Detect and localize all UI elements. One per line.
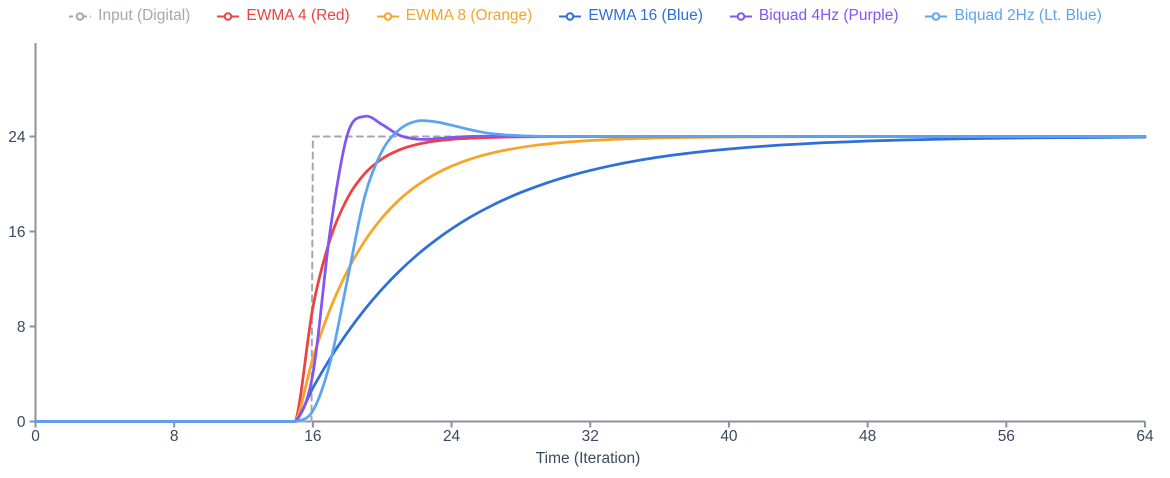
x-tick-label: 8 [170, 428, 179, 445]
legend-label-ewma4: EWMA 4 (Red) [246, 7, 350, 24]
legend-item-ewma8[interactable]: EWMA 8 (Orange) [376, 6, 533, 26]
series-line-4 [34, 114, 1147, 423]
legend-marker-input-icon [69, 11, 92, 21]
legend-item-biquad2[interactable]: Biquad 2Hz (Lt. Blue) [924, 6, 1102, 26]
y-tick-label: 16 [8, 224, 25, 241]
legend-item-input[interactable]: Input (Digital) [68, 6, 190, 26]
series-line-0 [34, 135, 1146, 423]
x-axis-title: Time (Iteration) [536, 450, 641, 467]
series-curves [34, 114, 1147, 423]
x-tick-label: 64 [1136, 428, 1154, 445]
series-line-2 [34, 135, 1147, 423]
legend: Input (Digital) EWMA 4 (Red) EWMA 8 (Ora… [0, 6, 1170, 26]
x-tick-label: 0 [31, 428, 40, 445]
legend-marker-biquad4-icon [729, 11, 752, 21]
series-line-5 [34, 119, 1147, 423]
legend-item-ewma4[interactable]: EWMA 4 (Red) [216, 6, 350, 26]
tick-labels: 0 8 16 24 32 40 48 56 64 0 8 16 24 [8, 129, 1154, 445]
x-tick-label: 48 [859, 428, 876, 445]
legend-label-ewma16: EWMA 16 (Blue) [588, 7, 703, 24]
y-tick-label: 0 [17, 414, 26, 431]
axes [29, 43, 1146, 428]
legend-marker-ewma16-icon [559, 11, 582, 21]
legend-marker-biquad2-icon [925, 11, 948, 21]
y-tick-label: 24 [8, 129, 26, 146]
legend-label-input: Input (Digital) [98, 7, 191, 24]
x-tick-label: 32 [582, 428, 599, 445]
legend-label-biquad2: Biquad 2Hz (Lt. Blue) [954, 7, 1102, 24]
legend-marker-ewma4-icon [217, 11, 240, 21]
x-tick-label: 40 [720, 428, 738, 445]
legend-label-biquad4: Biquad 4Hz (Purple) [758, 7, 899, 24]
legend-item-biquad4[interactable]: Biquad 4Hz (Purple) [729, 6, 899, 26]
legend-item-ewma16[interactable]: EWMA 16 (Blue) [558, 6, 703, 26]
legend-marker-ewma8-icon [376, 11, 399, 21]
y-tick-label: 8 [17, 319, 26, 336]
legend-label-ewma8: EWMA 8 (Orange) [405, 7, 533, 24]
series-line-3 [34, 135, 1147, 423]
series-line-1 [34, 135, 1147, 423]
x-tick-label: 56 [998, 428, 1015, 445]
x-tick-label: 16 [304, 428, 321, 445]
x-tick-label: 24 [443, 428, 461, 445]
